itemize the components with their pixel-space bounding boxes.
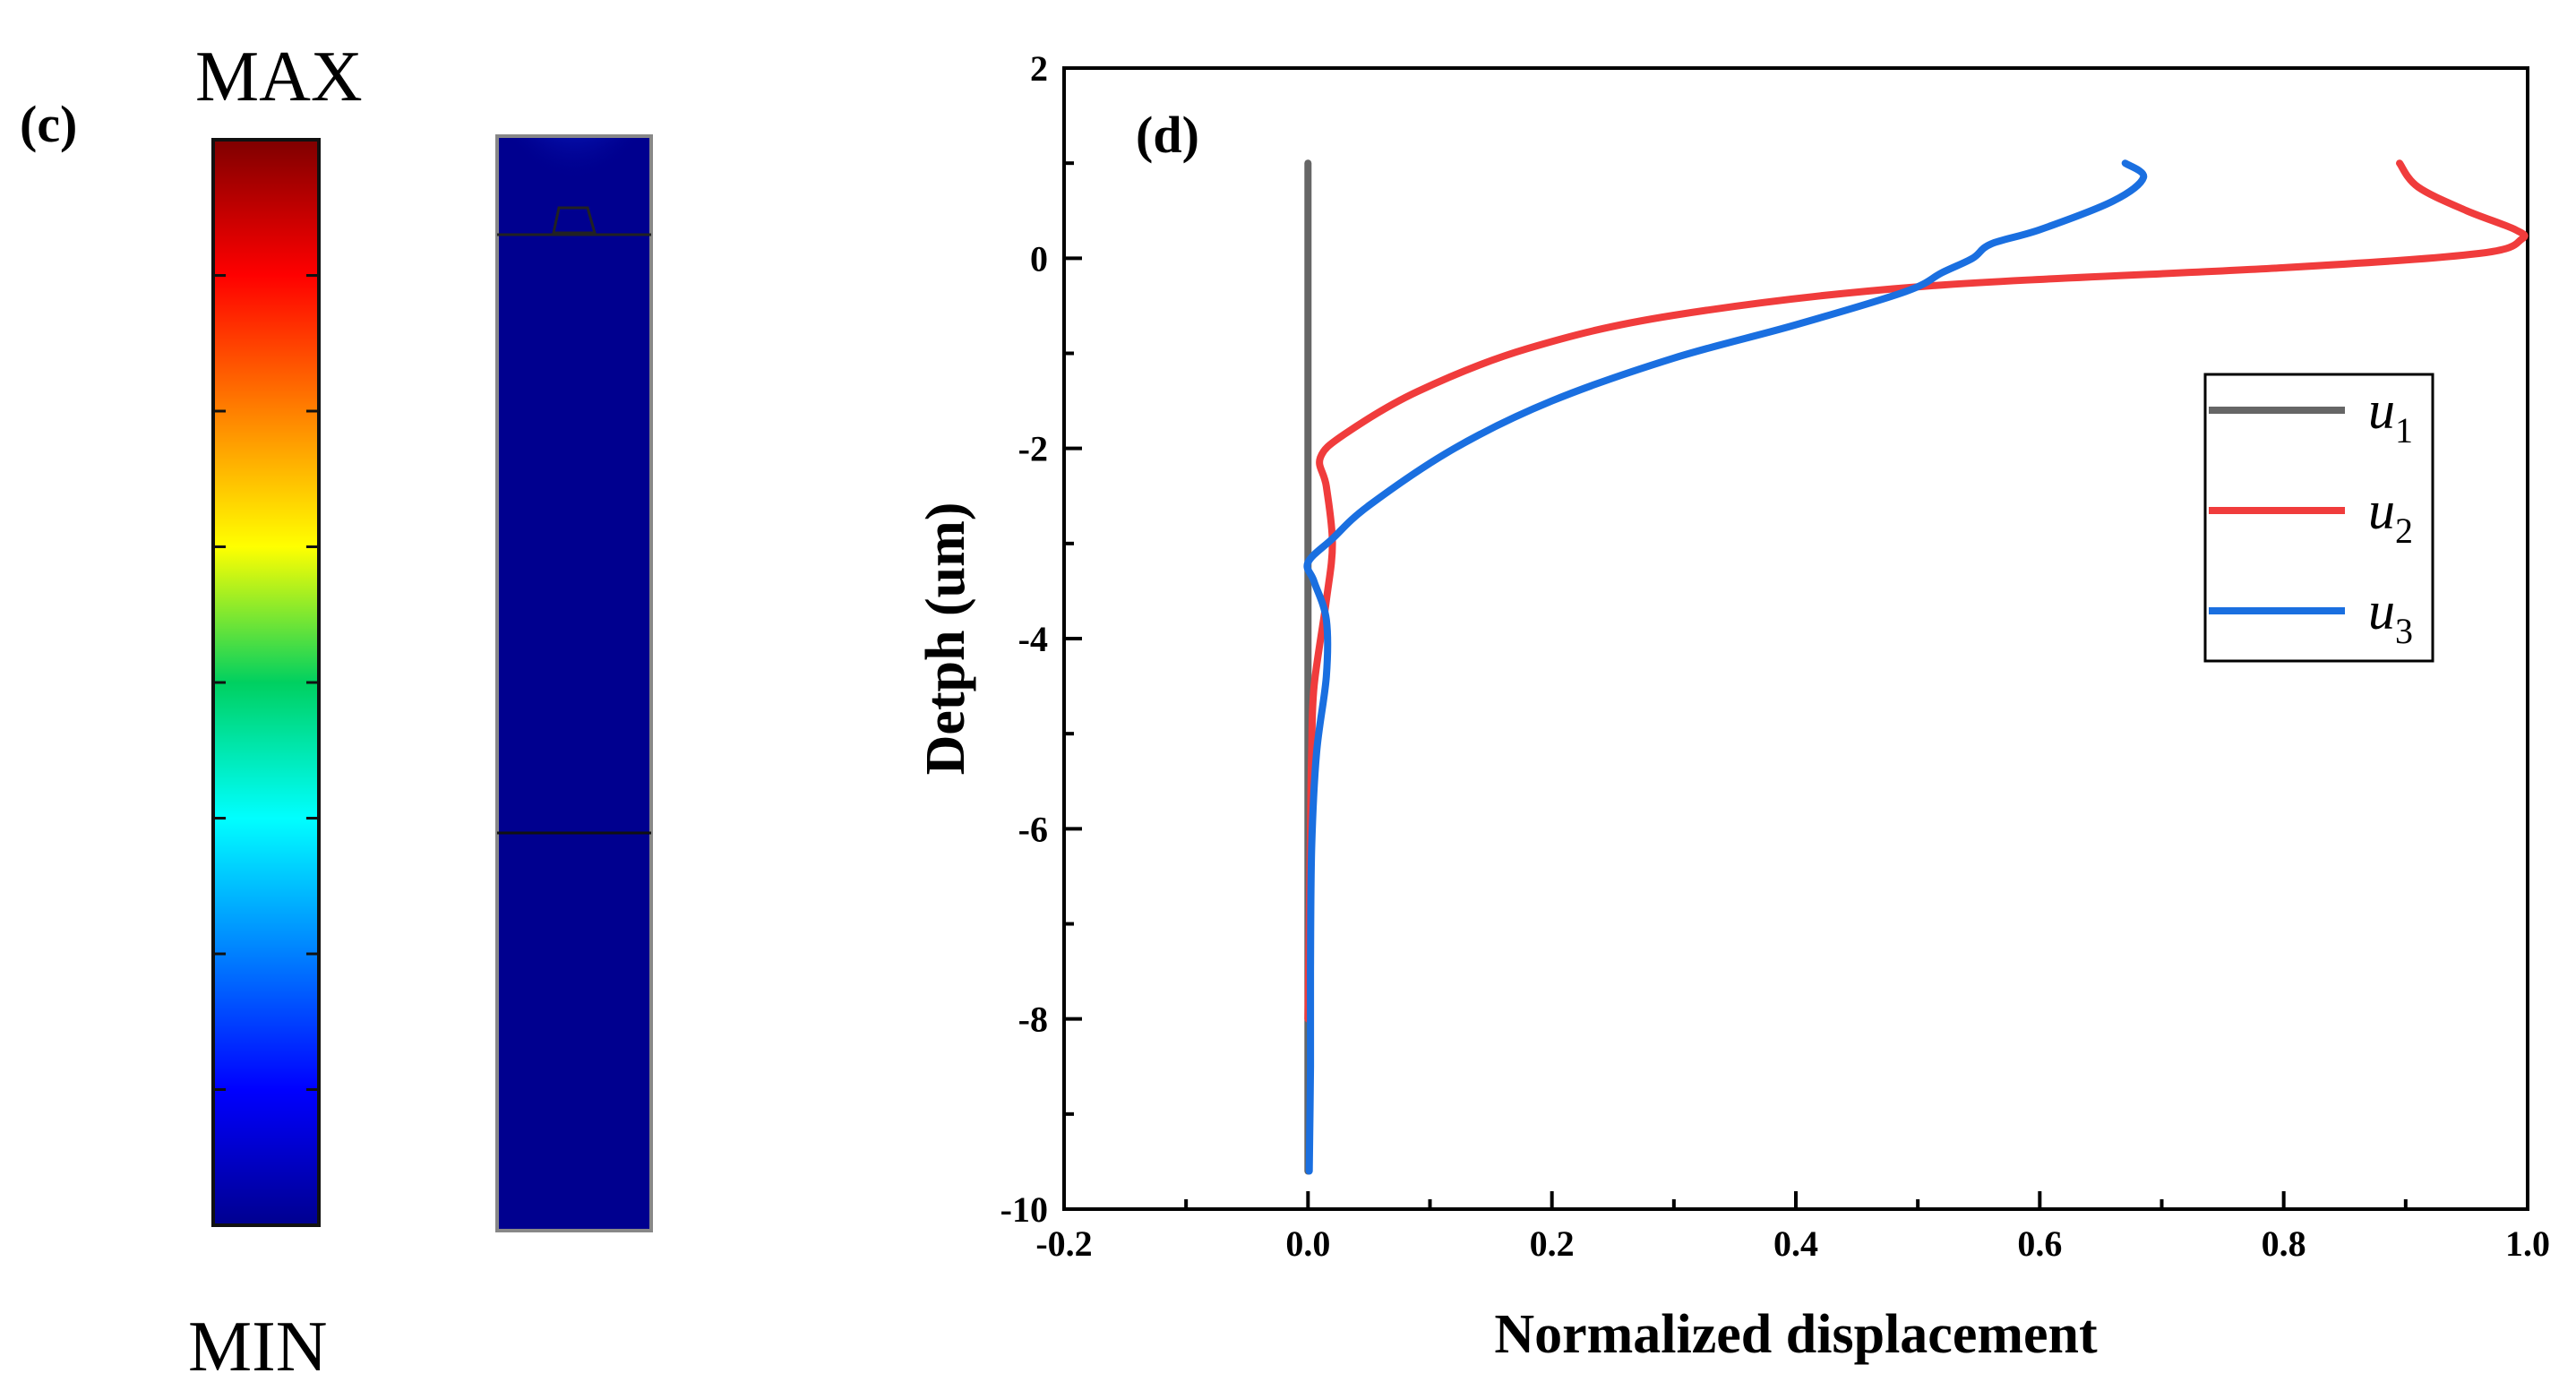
y-tick-label: -6 — [1018, 809, 1048, 849]
panel-c: (c) MAX MIN — [20, 38, 653, 1386]
x-tick-label: 0.0 — [1285, 1223, 1330, 1264]
x-tick-label: -0.2 — [1035, 1223, 1092, 1264]
y-tick-label: -4 — [1018, 619, 1048, 659]
x-tick-label: 0.2 — [1530, 1223, 1575, 1264]
panel-d-label: (d) — [1136, 106, 1199, 164]
y-tick-label: 0 — [1030, 238, 1048, 279]
displacement-field-map — [495, 134, 653, 1232]
y-tick-label: -8 — [1018, 1000, 1048, 1040]
colorbar-min-label: MIN — [188, 1308, 328, 1386]
line-chart: (d) -0.2 0.0 0.2 0.4 0.6 0.8 1.0 -10 -8 -6 -4 -2 0 2… — [915, 48, 2550, 1365]
series-line-u2 — [1304, 159, 2529, 1023]
x-tick-label: 0.6 — [2017, 1223, 2062, 1264]
legend-entry: u1 — [2368, 381, 2413, 451]
y-axis: -10 -8 -6 -4 -2 0 2 — [1000, 48, 1082, 1230]
colorbar-max-label: MAX — [195, 38, 363, 116]
y-tick-label: 2 — [1030, 48, 1048, 89]
panel-c-label: (c) — [20, 95, 77, 153]
series-layer — [1303, 159, 2529, 1175]
colorbar — [211, 138, 321, 1227]
x-tick-label: 1.0 — [2505, 1223, 2550, 1264]
y-tick-label: -10 — [1000, 1189, 1048, 1230]
y-axis-title: Detph (um) — [915, 502, 976, 776]
x-tick-label: 0.8 — [2262, 1223, 2306, 1264]
x-axis: -0.2 0.0 0.2 0.4 0.6 0.8 1.0 — [1035, 1191, 2550, 1264]
series-line-u3 — [1303, 159, 2148, 1175]
colorbar-fill — [211, 138, 321, 1227]
colorbar-ticks — [213, 274, 319, 1091]
x-tick-label: 0.4 — [1773, 1223, 1818, 1264]
y-tick-label: -2 — [1018, 429, 1048, 469]
x-axis-title: Normalized displacement — [1494, 1304, 2098, 1365]
